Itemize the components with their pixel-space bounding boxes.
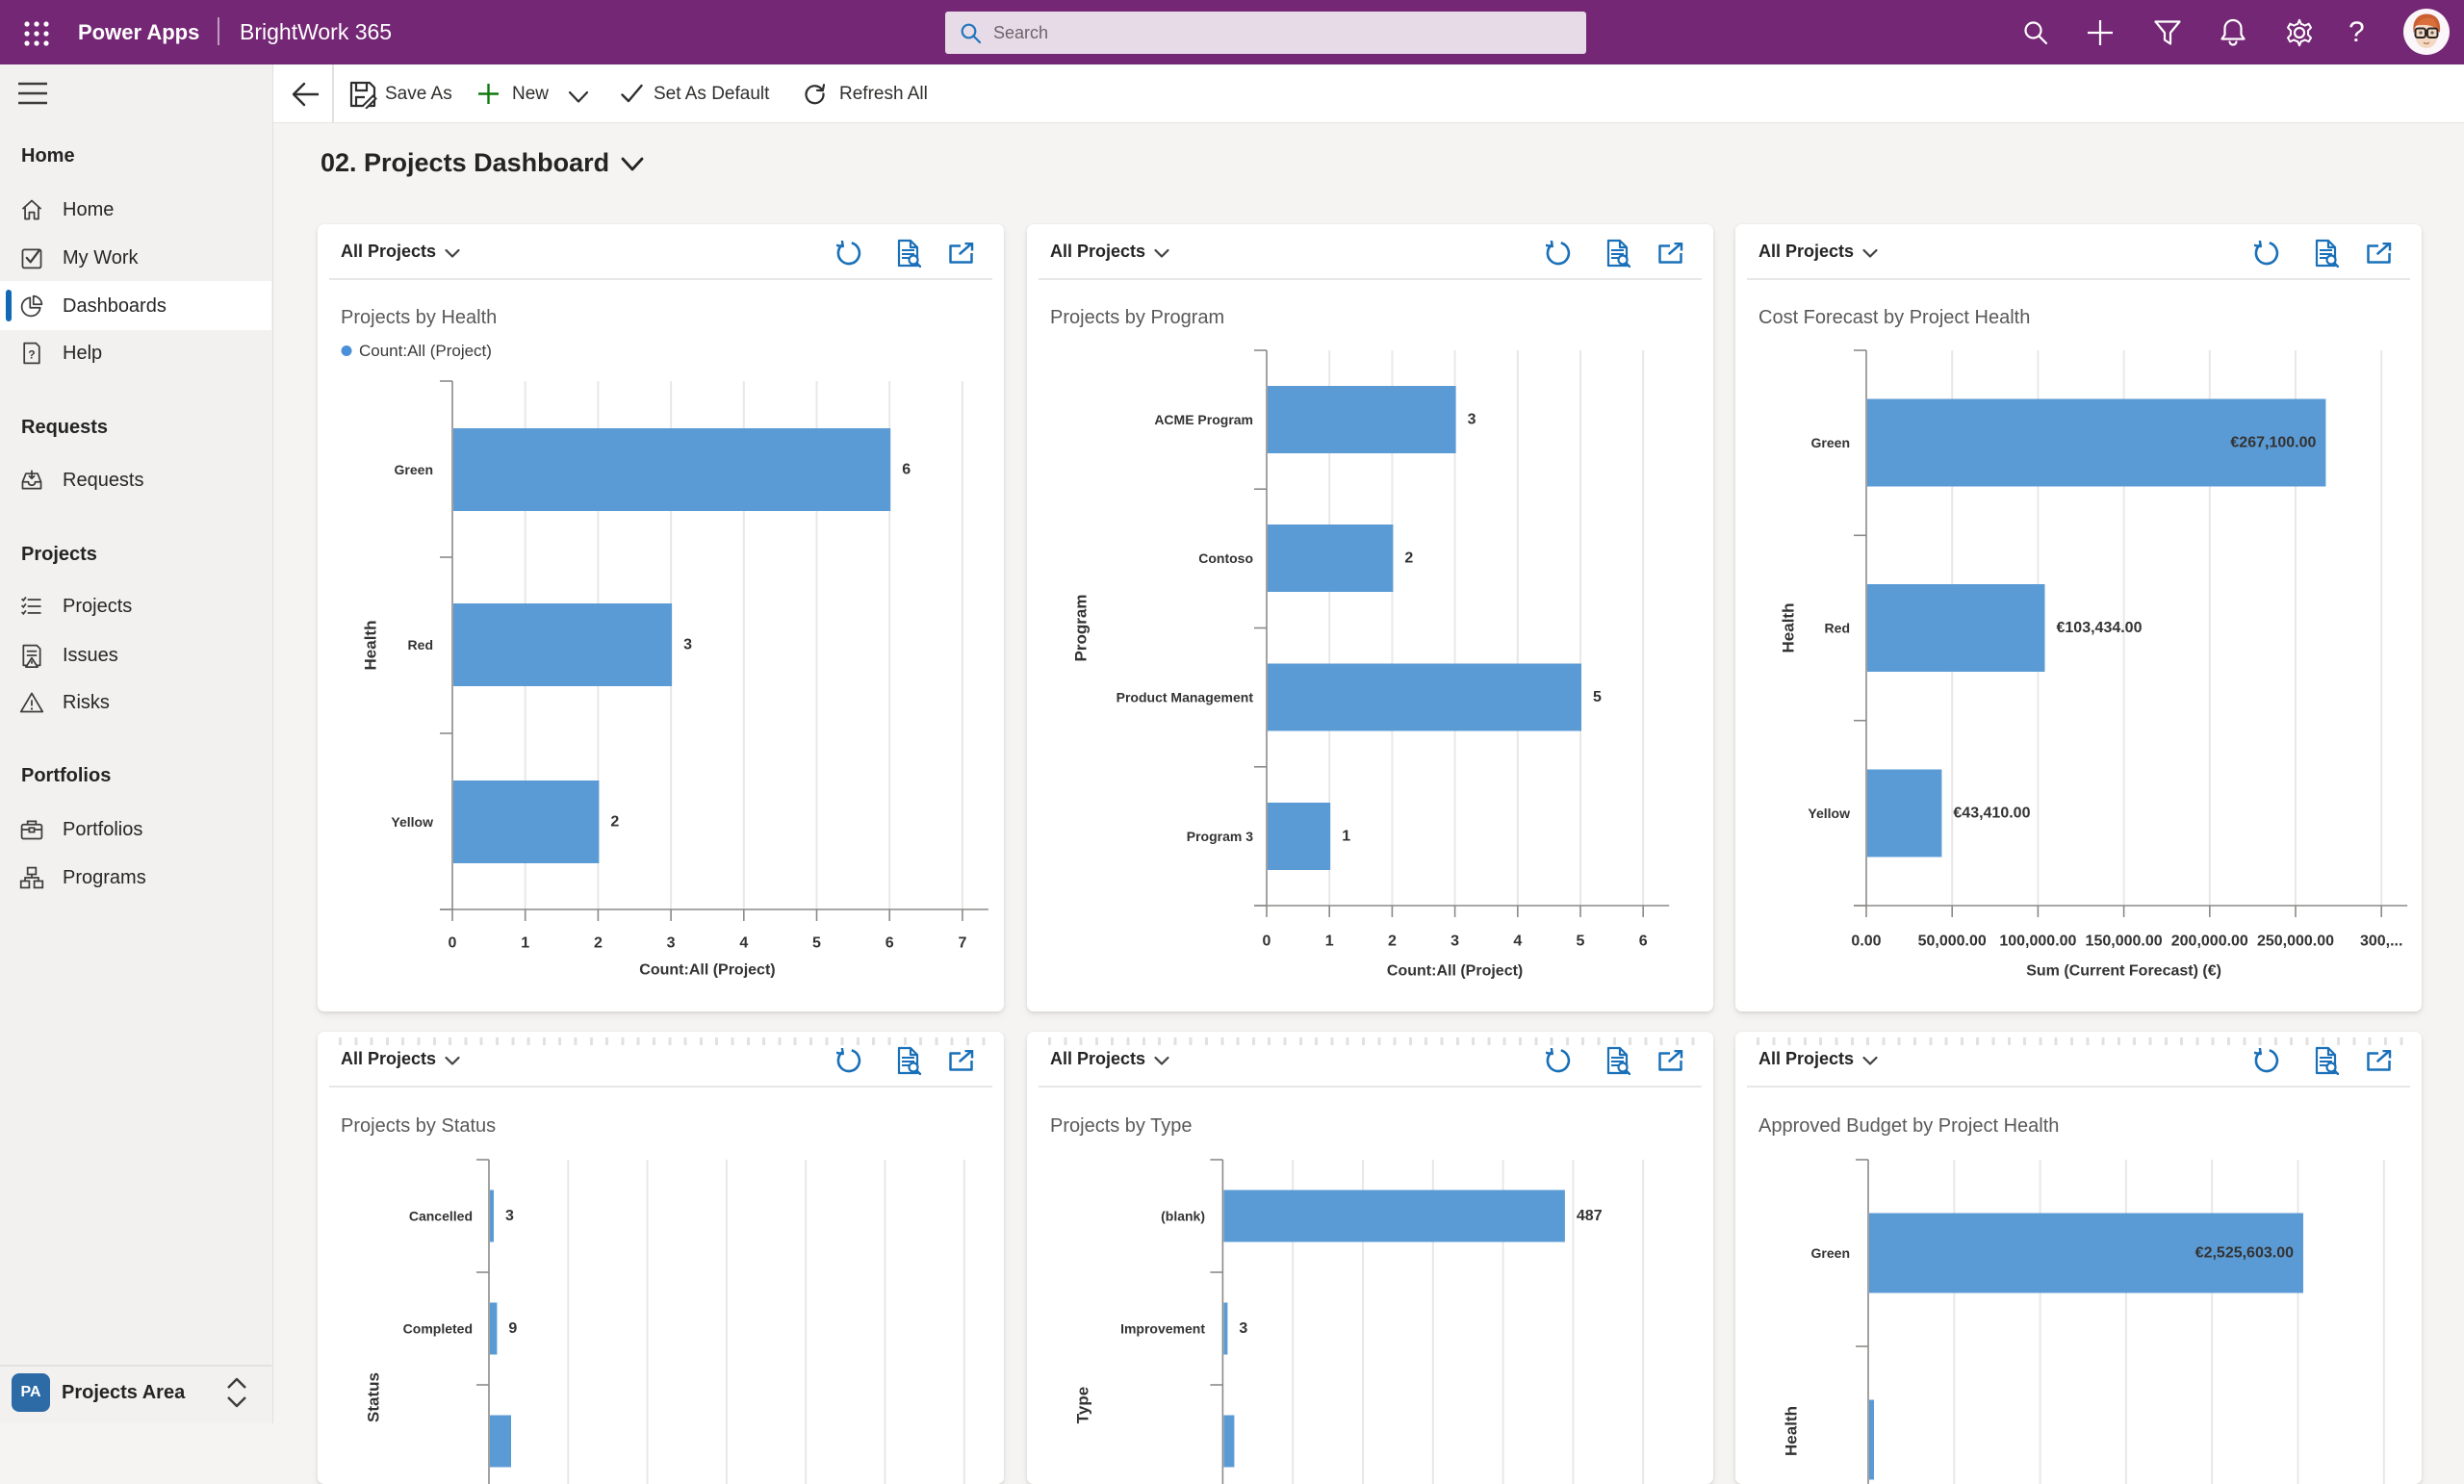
svg-text:0: 0 <box>449 935 457 952</box>
svg-text:2: 2 <box>610 814 619 831</box>
svg-text:Count:All (Project): Count:All (Project) <box>359 342 492 360</box>
svg-text:Sum (Current Forecast) (€): Sum (Current Forecast) (€) <box>2026 963 2221 980</box>
svg-text:Projects by Status: Projects by Status <box>341 1115 496 1137</box>
svg-text:Program 3: Program 3 <box>1187 829 1253 844</box>
svg-text:Program: Program <box>1072 595 1091 662</box>
svg-text:3: 3 <box>1450 934 1459 950</box>
svg-text:Yellow: Yellow <box>1808 806 1850 821</box>
svg-text:€103,434.00: €103,434.00 <box>2057 620 2143 636</box>
svg-text:0: 0 <box>1263 934 1271 950</box>
svg-text:487: 487 <box>1577 1208 1603 1224</box>
svg-text:2: 2 <box>1404 550 1413 567</box>
svg-text:3: 3 <box>1468 412 1476 428</box>
svg-text:5: 5 <box>1593 689 1602 705</box>
svg-text:250,000.00: 250,000.00 <box>2257 934 2334 950</box>
svg-text:1: 1 <box>1342 829 1350 845</box>
svg-text:Count:All (Project): Count:All (Project) <box>639 962 775 979</box>
svg-text:Type: Type <box>1074 1387 1092 1423</box>
svg-text:50,000.00: 50,000.00 <box>1918 934 1987 950</box>
svg-text:Green: Green <box>1811 435 1850 450</box>
svg-text:Projects by Type: Projects by Type <box>1050 1115 1192 1137</box>
svg-text:4: 4 <box>739 935 748 952</box>
svg-text:100,000.00: 100,000.00 <box>1999 934 2076 950</box>
svg-text:Projects by Health: Projects by Health <box>341 307 497 328</box>
svg-text:Cost Forecast by Project Healt: Cost Forecast by Project Health <box>1758 307 2030 328</box>
svg-text:3: 3 <box>505 1208 514 1224</box>
svg-text:150,000.00: 150,000.00 <box>2086 934 2163 950</box>
svg-text:200,000.00: 200,000.00 <box>2171 934 2248 950</box>
svg-text:Improvement: Improvement <box>1120 1321 1205 1337</box>
svg-text:3: 3 <box>667 935 676 952</box>
svg-text:€2,525,603.00: €2,525,603.00 <box>2195 1245 2294 1262</box>
svg-text:€267,100.00: €267,100.00 <box>2230 435 2316 451</box>
svg-text:Health: Health <box>1783 1406 1801 1456</box>
svg-text:Green: Green <box>1811 1245 1850 1261</box>
svg-text:Completed: Completed <box>403 1321 473 1337</box>
svg-text:1: 1 <box>521 935 529 952</box>
svg-text:Health: Health <box>362 621 380 671</box>
svg-text:9: 9 <box>508 1320 517 1337</box>
svg-text:6: 6 <box>902 462 911 478</box>
svg-text:Contoso: Contoso <box>1198 550 1253 566</box>
svg-text:6: 6 <box>1639 934 1648 950</box>
svg-text:7: 7 <box>958 935 966 952</box>
svg-text:Health: Health <box>1780 603 1798 653</box>
svg-text:Projects by Program: Projects by Program <box>1050 307 1224 328</box>
svg-text:?: ? <box>28 347 35 361</box>
svg-text:2: 2 <box>594 935 603 952</box>
svg-text:2: 2 <box>1388 934 1397 950</box>
svg-text:Product Management: Product Management <box>1116 690 1254 705</box>
svg-text:5: 5 <box>1577 934 1585 950</box>
svg-text:ACME Program: ACME Program <box>1154 412 1253 427</box>
svg-text:Green: Green <box>395 462 433 477</box>
svg-text:(blank): (blank) <box>1161 1209 1205 1224</box>
svg-text:Red: Red <box>1825 621 1850 636</box>
svg-text:4: 4 <box>1513 934 1522 950</box>
svg-text:Status: Status <box>365 1372 383 1422</box>
svg-text:6: 6 <box>886 935 894 952</box>
svg-text:Yellow: Yellow <box>391 814 433 830</box>
svg-text:5: 5 <box>812 935 821 952</box>
svg-text:Count:All (Project): Count:All (Project) <box>1387 963 1523 980</box>
svg-text:3: 3 <box>1239 1320 1247 1337</box>
svg-text:300,...: 300,... <box>2360 934 2402 950</box>
svg-text:1: 1 <box>1325 934 1334 950</box>
svg-text:Approved Budget by Project Hea: Approved Budget by Project Health <box>1758 1115 2059 1137</box>
svg-text:€43,410.00: €43,410.00 <box>1953 806 2030 822</box>
svg-text:0.00: 0.00 <box>1851 934 1881 950</box>
svg-text:Red: Red <box>408 637 433 652</box>
svg-text:Cancelled: Cancelled <box>409 1209 473 1224</box>
svg-text:3: 3 <box>683 637 692 653</box>
